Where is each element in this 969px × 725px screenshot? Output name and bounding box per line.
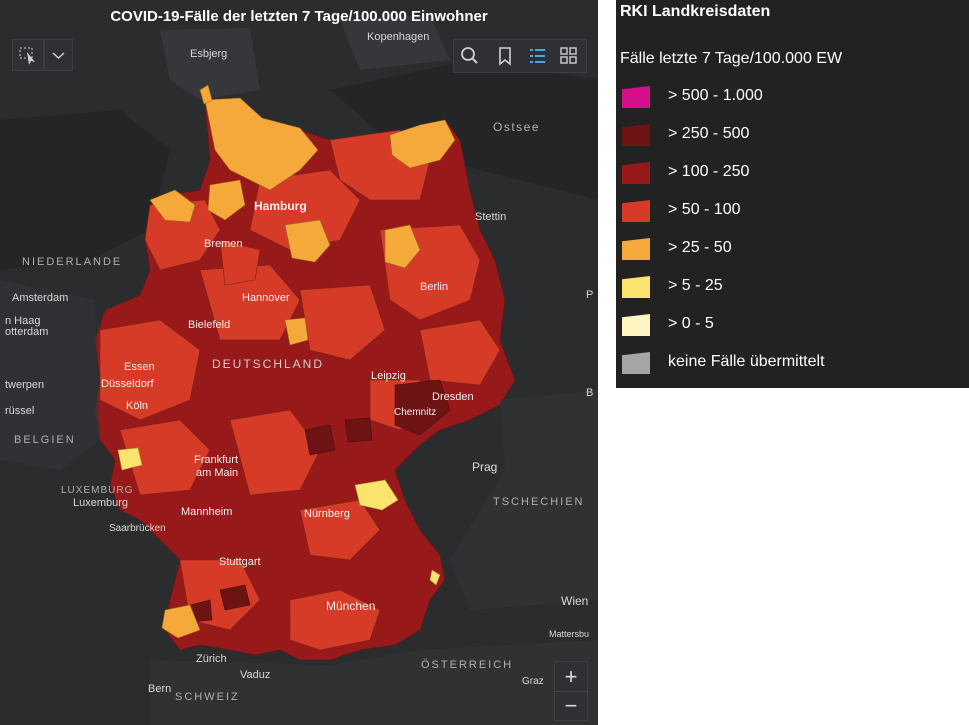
netherlands-belgium-land [0,280,100,470]
label-muenchen: München [326,599,375,613]
label-essen: Essen [124,361,155,373]
panel-divider [598,0,616,725]
chevron-down-icon [52,52,65,60]
legend-item: > 500 - 1.000 [622,82,962,112]
legend-item: keine Fälle übermittelt [622,348,962,378]
bookmark-icon[interactable] [499,47,511,66]
legend-label: > 5 - 25 [668,277,723,294]
legend-subtitle: Fälle letzte 7 Tage/100.000 EW [620,50,843,67]
denmark-land [160,28,260,100]
label-ostsee: Ostsee [493,120,540,134]
label-den-haag: n Haag [5,315,40,327]
zoom-in-button[interactable]: + [555,662,587,692]
legend-label: > 100 - 250 [668,163,750,180]
legend-swatch [622,86,650,108]
legend-panel: RKI Landkreisdaten Fälle letzte 7 Tage/1… [616,0,969,388]
label-deutschland: DEUTSCHLAND [212,357,324,371]
select-tool-button[interactable] [12,39,44,71]
legend-swatch [622,276,650,298]
label-dresden: Dresden [432,391,474,403]
legend-item: > 250 - 500 [622,120,962,150]
north-sea [0,110,170,270]
legend-item: > 5 - 25 [622,272,962,302]
label-antwerpen: twerpen [5,379,44,391]
legend-swatch [622,352,650,374]
label-tschechien: TSCHECHIEN [493,496,585,508]
label-leipzig: Leipzig [371,370,406,382]
legend-label: > 25 - 50 [668,239,732,256]
search-icon[interactable] [461,47,478,64]
legend-label: > 500 - 1.000 [668,87,763,104]
germany-incidence-map[interactable]: Kopenhagen Esbjerg Ostsee Hamburg Stetti… [0,0,598,725]
label-kopenhagen: Kopenhagen [367,31,429,43]
label-frankfurt-2: am Main [196,467,238,479]
label-b-right: B [586,387,593,399]
label-zuerich: Zürich [196,653,227,665]
label-frankfurt-1: Frankfurt [194,454,238,466]
label-p-right: P [586,289,593,301]
legend-item: > 25 - 50 [622,234,962,264]
label-chemnitz: Chemnitz [394,407,436,418]
label-bern: Bern [148,683,171,695]
label-wien: Wien [561,594,588,608]
legend-label: > 0 - 5 [668,315,714,332]
label-oesterreich: ÖSTERREICH [421,659,513,671]
select-dropdown-button[interactable] [44,39,73,71]
label-bielefeld: Bielefeld [188,319,230,331]
label-niederlande: NIEDERLANDE [22,256,122,268]
map-title: COVID-19-Fälle der letzten 7 Tage/100.00… [110,8,488,25]
label-graz: Graz [522,676,544,687]
label-belgien: BELGIEN [14,434,76,446]
label-prag: Prag [472,460,497,474]
label-saarbruecken: Saarbrücken [109,523,166,534]
map-toolbar [453,39,587,73]
zoom-controls: + − [554,661,588,721]
legend-swatch [622,162,650,184]
label-berlin: Berlin [420,281,448,293]
select-icon [19,47,35,65]
label-luxemburg-country: LUXEMBURG [61,485,133,496]
label-stettin: Stettin [475,211,506,223]
districts-250-500 [189,379,451,623]
label-nuernberg: Nürnberg [304,508,350,520]
label-rotterdam: otterdam [5,326,48,338]
legend-label: keine Fälle übermittelt [668,353,825,370]
czech-austria-land [450,390,598,610]
label-amsterdam: Amsterdam [12,292,68,304]
districts-25-50 [149,84,456,639]
zoom-out-button[interactable]: − [564,693,578,718]
legend-swatch [622,200,650,222]
legend-swatch [622,124,650,146]
legend-label: > 50 - 100 [668,201,741,218]
legend-list-icon[interactable] [530,49,545,63]
label-bremen: Bremen [204,238,243,250]
label-koeln: Köln [126,400,148,412]
label-esbjerg: Esbjerg [190,48,227,60]
label-vaduz: Vaduz [240,669,270,681]
label-schweiz: SCHWEIZ [175,691,240,703]
legend-item: > 50 - 100 [622,196,962,226]
label-stuttgart: Stuttgart [219,556,261,568]
label-hannover: Hannover [242,292,290,304]
label-duesseldorf: Düsseldorf [101,378,155,390]
legend-item: > 100 - 250 [622,158,962,188]
label-hamburg: Hamburg [254,199,307,213]
baltic-sea [330,60,598,200]
alps-land [150,640,598,725]
label-bruessel: rüssel [5,405,34,417]
basemap-gallery-icon[interactable] [560,47,577,64]
legend-label: > 250 - 500 [668,125,750,142]
legend-title: RKI Landkreisdaten [620,3,771,20]
legend-item: > 0 - 5 [622,310,962,340]
label-luxemburg-city: Luxemburg [73,497,128,509]
label-mattersburg: Mattersbu [549,629,589,639]
zealand-land [340,15,450,70]
map-panel[interactable]: Kopenhagen Esbjerg Ostsee Hamburg Stetti… [0,0,598,725]
districts-5-25 [117,447,441,586]
legend-swatch [622,314,650,336]
label-mannheim: Mannheim [181,506,232,518]
legend-swatch [622,238,650,260]
